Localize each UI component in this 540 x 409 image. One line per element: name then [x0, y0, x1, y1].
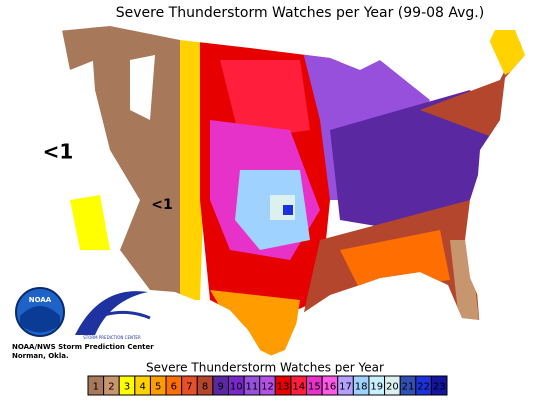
legend-value: 6 — [171, 382, 177, 393]
noaa-logo-text: NOAA — [29, 296, 52, 304]
credit: NOAA/NWS Storm Prediction Center — [12, 343, 154, 351]
legend-title: Severe Thunderstorm Watches per Year — [146, 361, 384, 375]
spc-logo-text: STORM PREDICTION CENTER — [83, 335, 141, 340]
legend-value: 9 — [217, 382, 223, 393]
map — [25, 26, 525, 358]
legend-value: 21 — [402, 382, 415, 393]
legend-value: 16 — [324, 382, 337, 393]
spc-logo — [75, 291, 148, 335]
legend-value: 23 — [433, 382, 446, 393]
legend-value: 10 — [230, 382, 243, 393]
legend-value: 3 — [124, 382, 130, 393]
legend-value: 22 — [417, 382, 430, 393]
map-label: <1 — [151, 197, 172, 213]
spc-logo-arc — [84, 310, 151, 324]
legend-value: 7 — [186, 382, 192, 393]
credit: Norman, Okla. — [12, 352, 69, 360]
legend-value: 12 — [261, 382, 274, 393]
legend-swatch — [430, 375, 448, 396]
legend-value: 5 — [155, 382, 161, 393]
noaa-logo-wave — [20, 306, 60, 333]
legend-value: 15 — [308, 382, 321, 393]
map-label: <1 — [43, 140, 74, 164]
legend-value: 11 — [246, 382, 259, 393]
legend: 1 2 3 4 5 6 7 8 9 10 11 12 13 14 15 16 17 18 19 20 21 22 23 — [87, 375, 448, 396]
legend-value: 1 — [93, 382, 99, 393]
title: Severe Thunderstorm Watches per Year (99… — [116, 5, 484, 21]
legend-value: 14 — [292, 382, 305, 393]
legend-value: 2 — [108, 382, 114, 393]
legend-value: 4 — [139, 382, 145, 393]
legend-value: 20 — [386, 382, 399, 393]
legend-value: 8 — [202, 382, 208, 393]
legend-value: 19 — [370, 382, 383, 393]
legend-value: 13 — [277, 382, 290, 393]
legend-value: 18 — [355, 382, 368, 393]
legend-value: 17 — [339, 382, 352, 393]
